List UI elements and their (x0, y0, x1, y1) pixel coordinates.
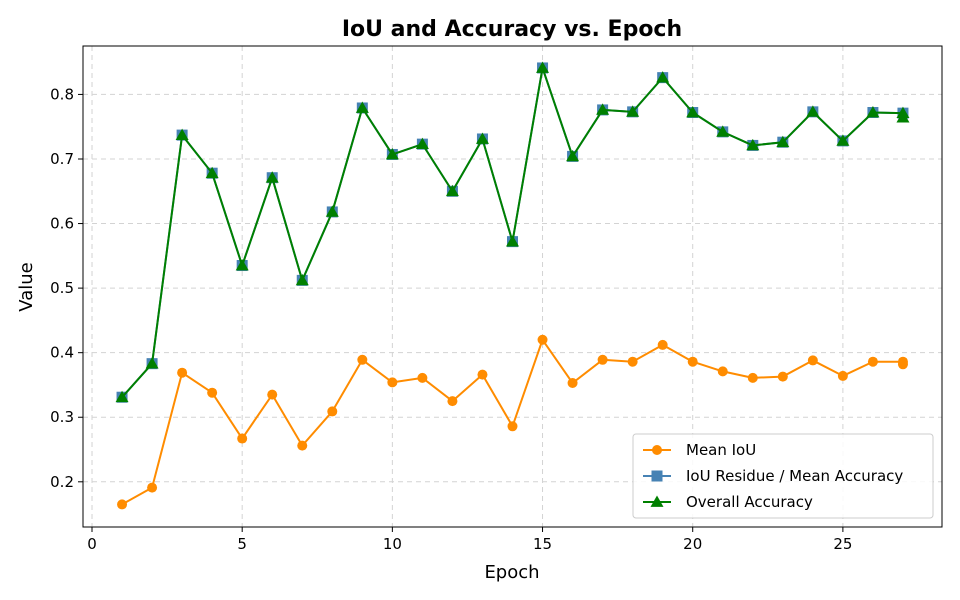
data-point (596, 103, 610, 115)
data-point (837, 370, 848, 381)
data-point (897, 359, 908, 370)
data-point (235, 259, 249, 271)
y-tick-label: 0.7 (50, 150, 74, 168)
x-tick-label: 25 (833, 535, 852, 553)
x-tick-label: 15 (533, 535, 552, 553)
data-point (506, 235, 519, 247)
legend-swatch-marker (651, 470, 663, 482)
data-point (207, 387, 218, 398)
y-tick-label: 0.3 (50, 408, 74, 426)
data-point (297, 440, 308, 451)
legend-label: Overall Accuracy (686, 493, 813, 511)
y-tick-label: 0.8 (50, 85, 74, 103)
data-point (145, 357, 159, 369)
data-point (746, 138, 760, 151)
data-point (867, 356, 878, 367)
legend-label: Mean IoU (686, 441, 756, 459)
y-axis-label: Value (16, 262, 37, 311)
data-point (866, 106, 880, 118)
data-point (717, 366, 728, 377)
legend-swatch-marker (650, 495, 664, 507)
data-point (806, 105, 820, 117)
data-point (117, 499, 128, 510)
data-point (656, 71, 670, 83)
legend-label: IoU Residue / Mean Accuracy (686, 467, 903, 485)
series-0 (117, 334, 908, 510)
data-point (807, 355, 818, 366)
data-point (175, 128, 189, 140)
data-point (267, 389, 278, 400)
data-point (776, 135, 790, 148)
data-point (177, 367, 188, 378)
chart-title: IoU and Accuracy vs. Epoch (342, 17, 682, 42)
data-point (566, 149, 580, 162)
data-point (205, 166, 219, 179)
data-point (777, 371, 788, 382)
x-tick-label: 5 (237, 535, 247, 553)
data-point (325, 205, 339, 217)
x-tick-label: 0 (87, 535, 97, 553)
data-point (445, 184, 459, 197)
x-axis-label: Epoch (484, 562, 539, 583)
data-point (507, 421, 518, 432)
data-point (567, 378, 578, 389)
y-tick-label: 0.6 (50, 215, 74, 233)
data-point (836, 134, 850, 146)
series-layer (115, 61, 910, 510)
data-point (357, 354, 368, 365)
data-point (536, 61, 550, 73)
y-tick-label: 0.4 (50, 344, 74, 362)
data-point (657, 339, 668, 350)
data-point (327, 406, 338, 417)
legend: Mean IoU IoU Residue / Mean Accuracy Overa… (632, 433, 934, 519)
data-point (896, 111, 910, 123)
data-point (417, 372, 428, 383)
legend-item: IoU Residue / Mean Accuracy (643, 467, 903, 485)
data-point (265, 171, 279, 183)
data-point (626, 105, 640, 117)
data-point (237, 433, 248, 444)
data-point (385, 147, 399, 160)
x-tick-label: 10 (383, 535, 402, 553)
data-point (295, 273, 309, 286)
legend-item: Mean IoU (643, 441, 756, 459)
data-point (716, 125, 730, 137)
data-point (687, 356, 698, 367)
data-point (147, 482, 158, 493)
data-point (447, 396, 458, 407)
y-tick-label: 0.2 (50, 473, 74, 491)
data-point (627, 356, 638, 367)
data-point (415, 137, 429, 150)
legend-item: Overall Accuracy (643, 493, 813, 511)
x-tick-label: 20 (683, 535, 702, 553)
legend-frame (632, 433, 934, 519)
data-point (597, 354, 608, 365)
plot-frame (82, 45, 943, 528)
series-2 (115, 61, 910, 403)
data-point (477, 369, 488, 380)
data-point (475, 132, 489, 144)
data-point (747, 372, 758, 383)
legend-swatch-marker (652, 445, 662, 455)
data-point (537, 334, 548, 345)
y-tick-label: 0.5 (50, 279, 74, 297)
data-point (115, 390, 129, 403)
ticks: 0 5 10 15 20 25 0.2 0.3 0.4 0.5 0.6 0.7 0.8 (50, 85, 852, 553)
data-point (387, 377, 398, 388)
data-point (686, 106, 700, 118)
data-point (355, 101, 369, 113)
